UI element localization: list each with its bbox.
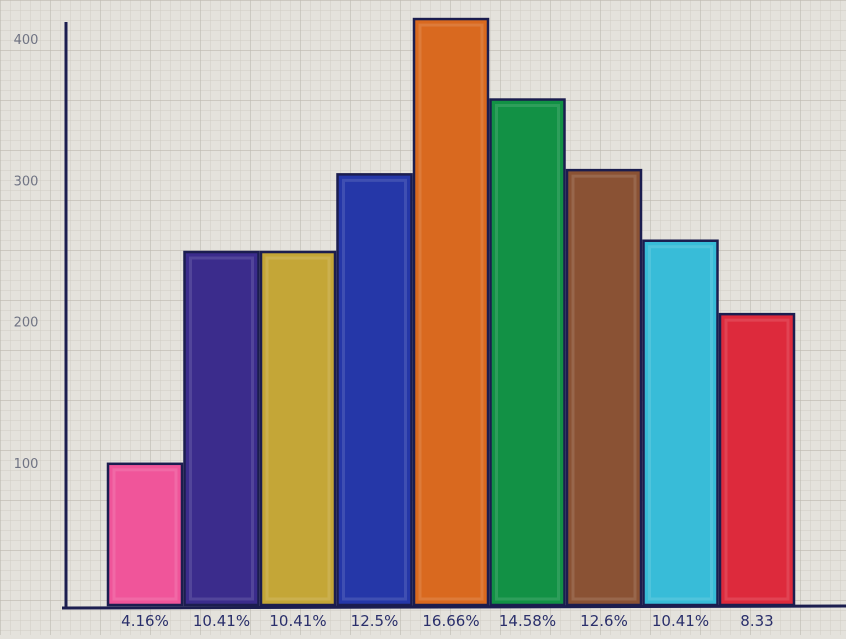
bar-4-sheen <box>342 178 407 601</box>
x-tick-label-8: 10.41% <box>652 612 709 630</box>
labels-layer: 100 200 300 400 4.16% 10.41% 10.41% 12.5% 16.66%… <box>14 33 774 630</box>
x-tick-label-9: 8.33 <box>740 612 773 630</box>
bar-1 <box>106 462 184 607</box>
y-tick-label-400: 400 <box>14 33 39 48</box>
bar-2-sheen <box>189 256 254 601</box>
bar-3-sheen <box>265 256 331 601</box>
bar-8 <box>642 239 719 607</box>
x-tick-label-7: 12.6% <box>580 612 628 630</box>
bar-5 <box>412 17 490 607</box>
bar-9 <box>718 312 796 607</box>
y-tick-label-300: 300 <box>14 174 39 189</box>
axes-layer <box>61 22 846 610</box>
bar-5-sheen <box>418 23 484 601</box>
bar-8-sheen <box>648 245 713 601</box>
x-tick-label-3: 10.41% <box>269 612 326 630</box>
bar-9-sheen <box>724 318 790 601</box>
bars-layer <box>106 17 796 607</box>
x-tick-label-5: 16.66% <box>422 612 479 630</box>
x-tick-label-4: 12.5% <box>351 612 399 630</box>
bar-6-sheen <box>495 104 560 601</box>
bar-3 <box>259 250 337 607</box>
x-tick-label-1: 4.16% <box>121 612 169 630</box>
x-axis-line <box>61 604 846 610</box>
bar-7 <box>565 168 643 607</box>
bar-6 <box>489 98 566 607</box>
x-tick-label-6: 14.58% <box>499 612 556 630</box>
x-tick-label-2: 10.41% <box>193 612 250 630</box>
bar-4 <box>336 173 413 607</box>
y-tick-label-100: 100 <box>14 457 39 472</box>
bar-7-sheen <box>571 174 637 601</box>
bar-2 <box>183 250 260 607</box>
bar-1-sheen <box>112 468 178 601</box>
y-tick-label-200: 200 <box>14 316 39 331</box>
